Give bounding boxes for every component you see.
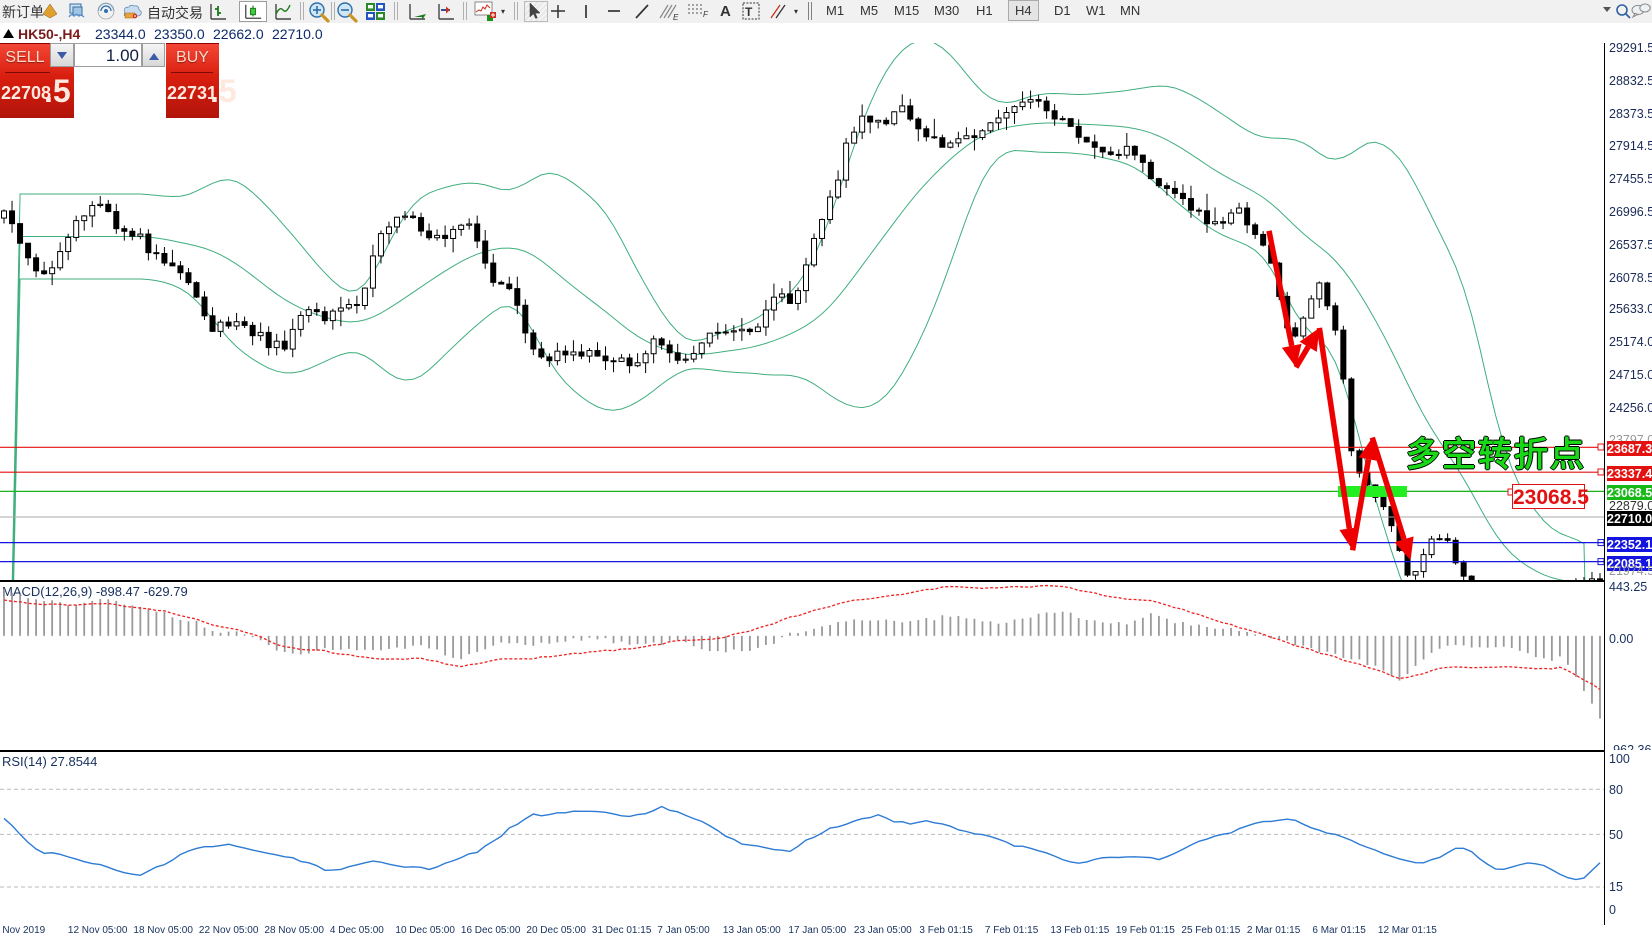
svg-text:F: F [703, 10, 709, 18]
svg-text:T: T [745, 5, 753, 19]
svg-text:E: E [673, 13, 679, 21]
